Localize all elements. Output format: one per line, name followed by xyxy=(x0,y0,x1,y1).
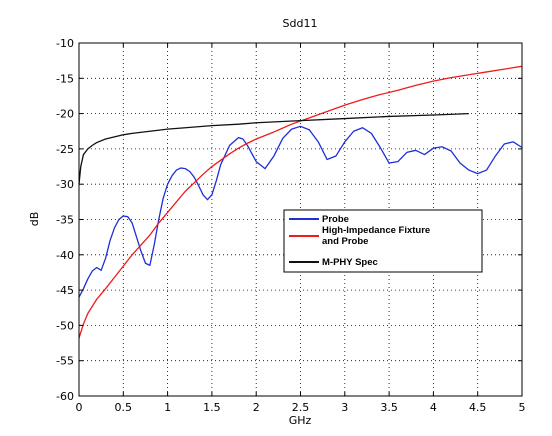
y-tick-label: -15 xyxy=(56,72,74,85)
y-axis-label: dB xyxy=(28,212,41,227)
x-tick-label: 0 xyxy=(76,401,83,414)
series-line-fixture-probe xyxy=(78,65,523,339)
legend-label-fixture-probe: High-Impedance Fixture and Probe xyxy=(322,225,433,247)
axis-ticks: 0 0.5 1 1.5 2 2.5 3 3.5 4 4.5 5 -10 -15 -20 -25 -30 -35 -… xyxy=(56,37,525,414)
x-tick-label: 4.5 xyxy=(469,401,487,414)
legend-label-fixture-line1: High-Impedance Fixture xyxy=(322,225,430,236)
y-tick-label: -60 xyxy=(56,390,74,403)
legend-label-probe: Probe xyxy=(322,214,349,225)
x-tick-label: 5 xyxy=(519,401,526,414)
y-tick-label: -40 xyxy=(56,249,74,262)
x-axis-label: GHz xyxy=(289,414,312,427)
series-line-mphy-spec xyxy=(78,112,469,185)
y-tick-label: -50 xyxy=(56,319,74,332)
y-tick-label: -55 xyxy=(56,355,74,368)
y-tick-label: -30 xyxy=(56,178,74,191)
y-tick-label: -45 xyxy=(56,284,74,297)
legend-label-fixture-line2: and Probe xyxy=(322,236,368,247)
x-tick-label: 1.5 xyxy=(203,401,221,414)
legend-label-mphy-spec: M-PHY Spec xyxy=(322,257,378,268)
x-tick-label: 1 xyxy=(164,401,171,414)
x-tick-label: 2 xyxy=(253,401,260,414)
x-tick-label: 0.5 xyxy=(115,401,133,414)
series-layer xyxy=(78,65,523,339)
x-tick-label: 4 xyxy=(430,401,437,414)
x-tick-label: 3 xyxy=(341,401,348,414)
y-tick-label: -25 xyxy=(56,143,74,156)
y-tick-label: -10 xyxy=(56,37,74,50)
y-tick-label: -20 xyxy=(56,108,74,121)
legend: Probe High-Impedance Fixture and Probe M… xyxy=(283,209,483,273)
series-line-probe xyxy=(78,125,523,298)
x-tick-label: 2.5 xyxy=(292,401,310,414)
y-tick-label: -35 xyxy=(56,214,74,227)
chart-title: Sdd11 xyxy=(283,17,318,30)
x-tick-label: 3.5 xyxy=(380,401,398,414)
